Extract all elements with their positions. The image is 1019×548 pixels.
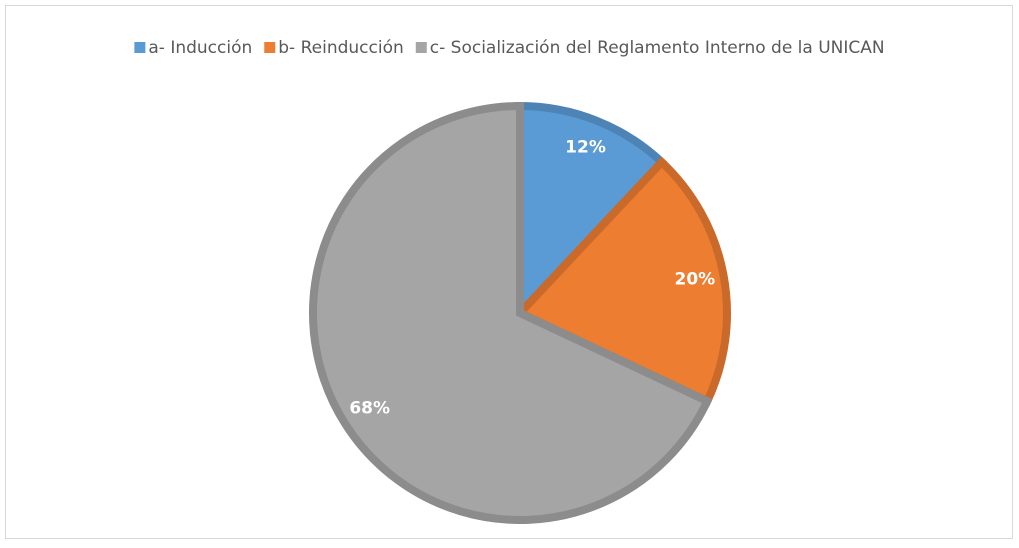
legend-label: b- Reinducción <box>278 38 404 58</box>
pie-slice <box>309 101 713 524</box>
legend: a- Inducción b- Reinducción c- Socializaci… <box>134 38 885 58</box>
data-label: 20% <box>675 270 716 290</box>
legend-swatch <box>415 42 427 53</box>
data-label: 12% <box>565 137 606 157</box>
pie-slice <box>513 156 731 407</box>
legend-swatch <box>134 42 146 53</box>
legend-label: a- Inducción <box>148 38 252 58</box>
legend-label: c- Socialización del Reglamento Interno … <box>430 38 885 58</box>
pie <box>309 101 731 524</box>
pie-slice <box>516 101 668 324</box>
legend-swatch <box>264 42 276 53</box>
data-label: 68% <box>349 398 390 418</box>
data-labels: 12% 20% 68% <box>349 137 715 418</box>
